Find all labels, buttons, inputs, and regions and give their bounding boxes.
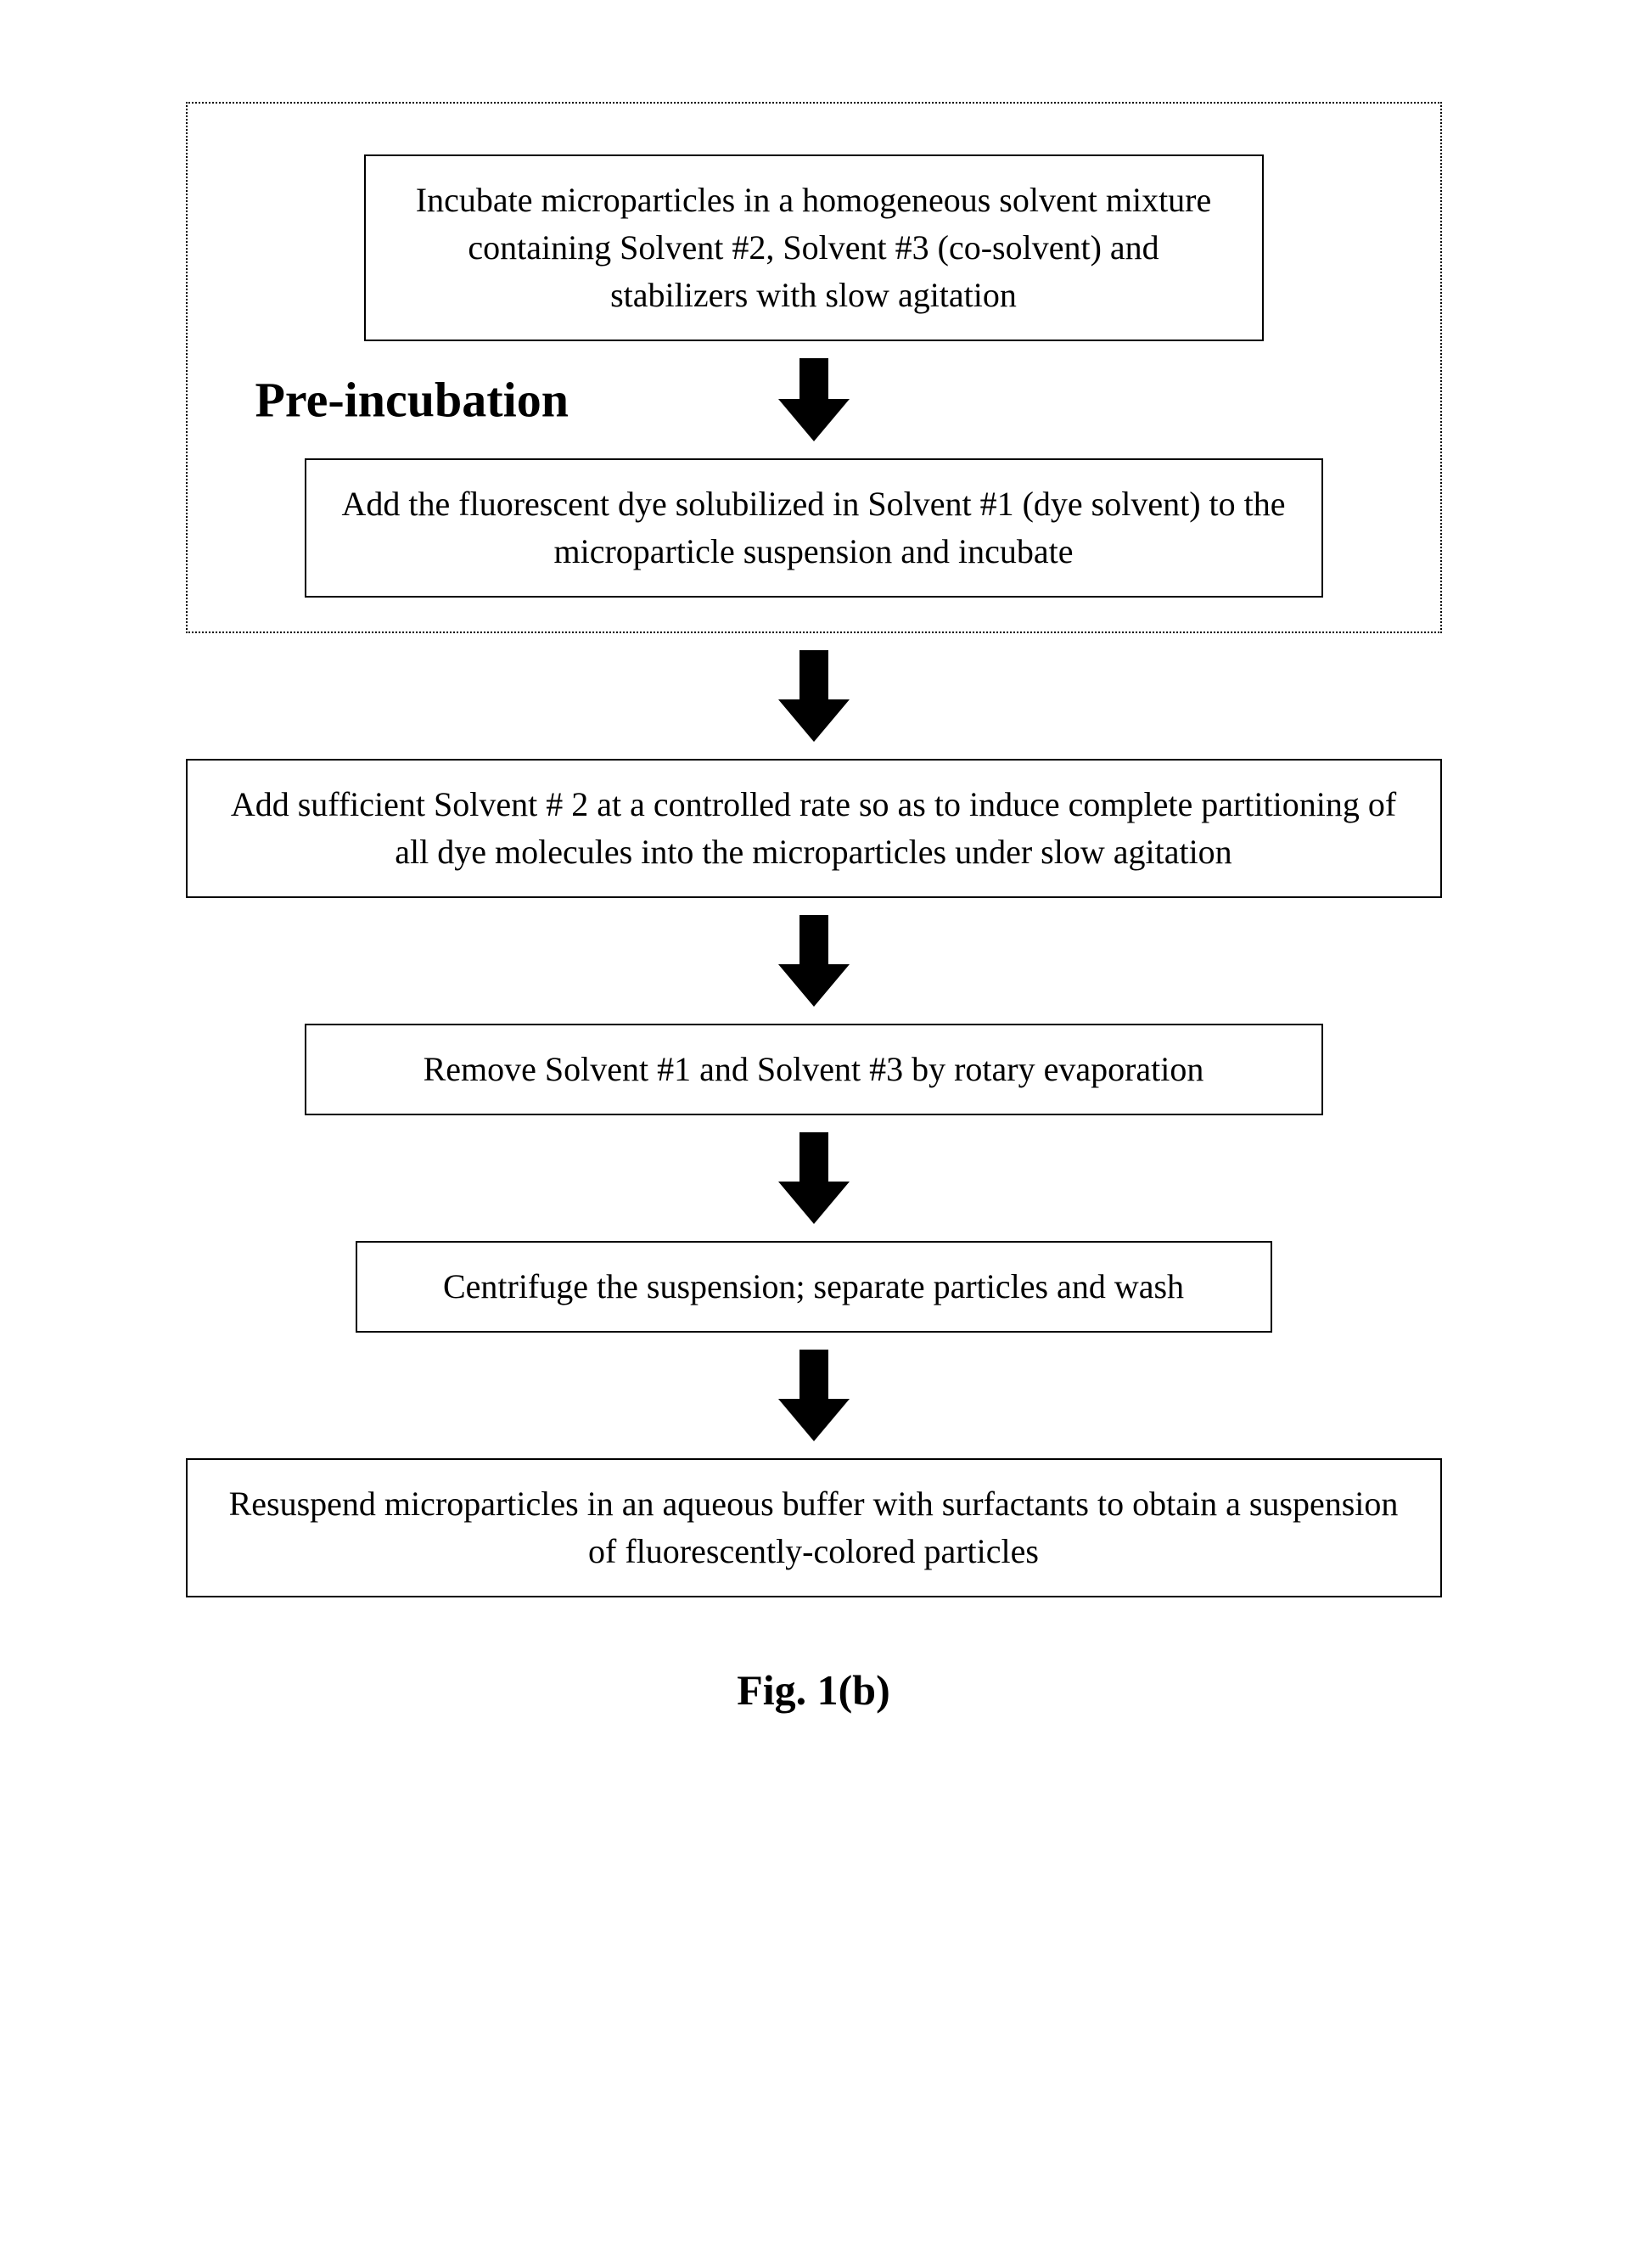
arrow-stem xyxy=(799,358,828,401)
arrow-head-icon xyxy=(778,399,850,441)
label-arrow-row: Pre-incubation xyxy=(222,341,1406,458)
arrow-4 xyxy=(778,1132,850,1224)
step-box-2: Add the fluorescent dye solubilized in S… xyxy=(305,458,1323,598)
arrow-stem xyxy=(799,915,828,966)
step-box-5: Centrifuge the suspension; separate part… xyxy=(356,1241,1272,1333)
arrow-head-icon xyxy=(778,699,850,742)
arrow-3 xyxy=(778,915,850,1007)
step-box-1: Incubate microparticles in a homogeneous… xyxy=(364,154,1264,341)
arrow-head-icon xyxy=(778,1399,850,1441)
arrow-stem xyxy=(799,650,828,701)
arrow-stem xyxy=(799,1350,828,1401)
pre-incubation-group: Incubate microparticles in a homogeneous… xyxy=(186,102,1442,633)
figure-caption: Fig. 1(b) xyxy=(737,1665,890,1715)
arrow-head-icon xyxy=(778,964,850,1007)
arrow-stem xyxy=(799,1132,828,1183)
arrow-head-icon xyxy=(778,1182,850,1224)
flowchart-container: Incubate microparticles in a homogeneous… xyxy=(170,102,1457,1715)
step-box-6: Resuspend microparticles in an aqueous b… xyxy=(186,1458,1442,1597)
arrow-2 xyxy=(778,650,850,742)
step-box-4: Remove Solvent #1 and Solvent #3 by rota… xyxy=(305,1024,1323,1115)
pre-incubation-label: Pre-incubation xyxy=(255,372,569,429)
arrow-1 xyxy=(778,358,850,441)
arrow-5 xyxy=(778,1350,850,1441)
step-box-3: Add sufficient Solvent # 2 at a controll… xyxy=(186,759,1442,898)
